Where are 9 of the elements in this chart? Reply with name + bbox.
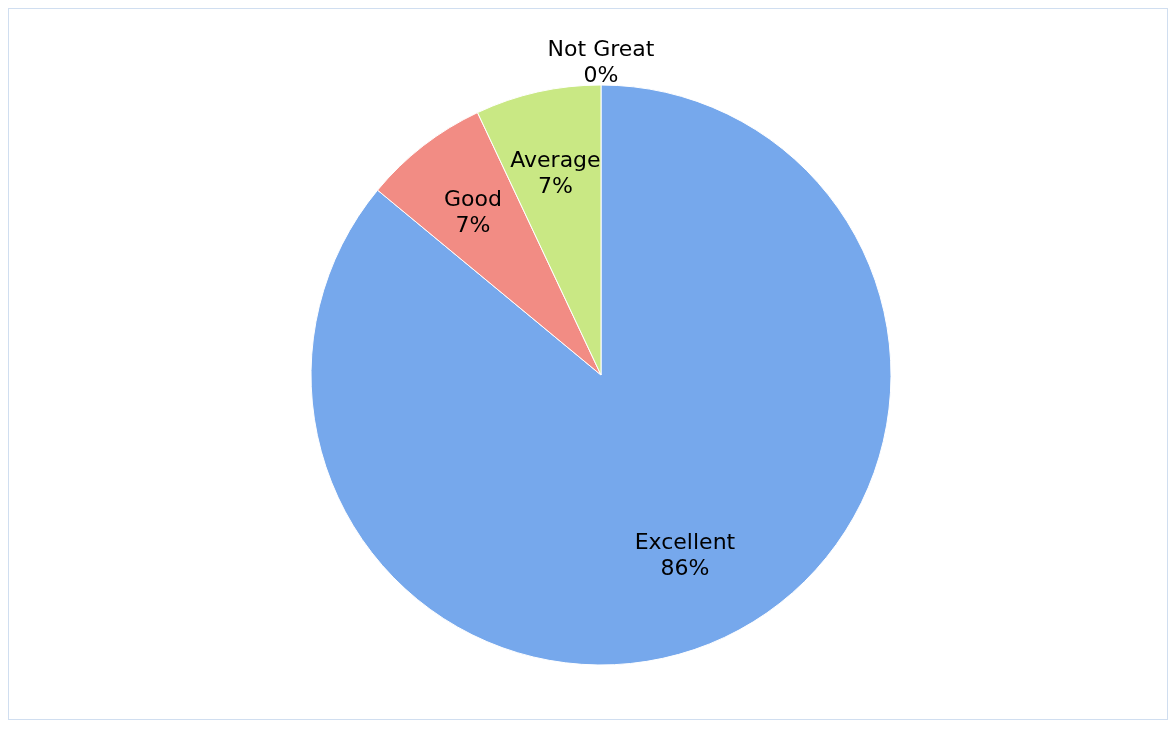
slice-label: Excellent	[634, 529, 736, 555]
category-label: Not Great	[547, 35, 655, 61]
data-label: 86%	[660, 555, 710, 581]
data-label: 7%	[538, 173, 573, 199]
pie-slice	[310, 84, 892, 666]
data-label: 7%	[455, 212, 491, 238]
slice-label: Average	[510, 146, 601, 172]
text: 0%	[583, 62, 619, 87]
slice-label: Good	[444, 185, 502, 211]
